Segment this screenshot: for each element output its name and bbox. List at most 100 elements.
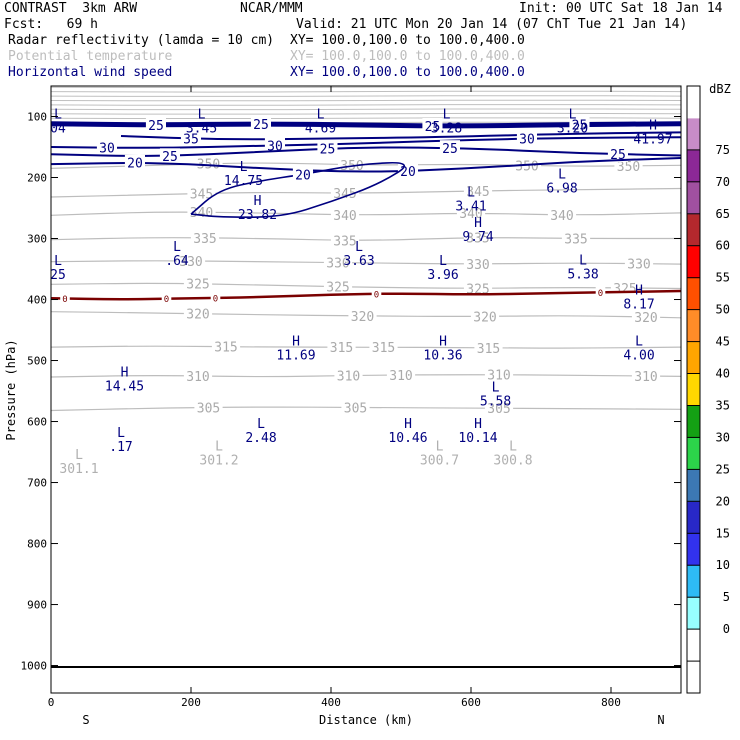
y-tick-label: 500 bbox=[27, 355, 47, 368]
x-tick-label: 400 bbox=[321, 696, 341, 709]
extremum-h: H8.17 bbox=[623, 283, 654, 312]
colorbar-label: 5 bbox=[723, 590, 730, 604]
y-tick-label: 600 bbox=[27, 416, 47, 429]
theta-contour-335 bbox=[51, 237, 681, 241]
colorbar-unit: dBZ bbox=[709, 82, 731, 96]
extremum-l: L5.58 bbox=[480, 380, 511, 409]
extremum-value: 4.69 bbox=[305, 122, 336, 137]
theta-contour-310-label: 310 bbox=[389, 369, 412, 384]
extremum-kind: L bbox=[492, 380, 500, 395]
extremum-h: H23.82 bbox=[238, 194, 277, 223]
extremum-value: 6.98 bbox=[546, 181, 577, 196]
theta-contour-340 bbox=[51, 211, 681, 216]
extremum-l: L.17 bbox=[109, 426, 132, 455]
freezing-level: 0 0 0 0 0 bbox=[51, 287, 681, 305]
theta-contour-350-label-bg bbox=[194, 156, 223, 172]
y-tick-label: 300 bbox=[27, 233, 47, 246]
extremum-value: 25 bbox=[50, 268, 66, 283]
freezing-level-label: 0 bbox=[374, 290, 379, 300]
extremum-kind: L bbox=[467, 186, 475, 201]
colorbar-label: 70 bbox=[716, 175, 730, 189]
extremum-kind: L bbox=[54, 108, 62, 123]
colorbar-label: 40 bbox=[716, 367, 730, 381]
theta-contour-330-label-bg bbox=[624, 255, 654, 272]
extremum-value: 301.1 bbox=[59, 462, 98, 477]
theta-contour-345 bbox=[51, 187, 681, 198]
wind-contour-25-label-bg bbox=[159, 148, 180, 164]
extremum-h: H10.14 bbox=[458, 417, 497, 446]
wind-contour-30-label: 30 bbox=[519, 133, 535, 148]
extremum-kind: L bbox=[439, 254, 447, 269]
freezing-level-label: 0 bbox=[164, 295, 169, 305]
colorbar-swatch bbox=[687, 245, 700, 279]
colorbar-swatch bbox=[687, 373, 700, 406]
colorbar-swatch bbox=[687, 661, 700, 694]
theta-contour-315-label: 315 bbox=[214, 341, 237, 356]
extremum-value: 9.74 bbox=[462, 230, 493, 245]
extremum-kind: L bbox=[257, 417, 265, 432]
colorbar-swatch bbox=[687, 469, 700, 502]
y-tick-label: 1000 bbox=[21, 660, 48, 673]
extremum-value: 3.96 bbox=[427, 268, 458, 283]
theta-contour-325-label: 325 bbox=[326, 281, 349, 296]
wind-contour-20-label: 20 bbox=[127, 157, 143, 172]
forecast-hour: Fcst: 69 h bbox=[4, 17, 98, 32]
colorbar-swatch bbox=[687, 181, 700, 215]
colorbar-label: 35 bbox=[716, 399, 730, 413]
theta-contour-330-label-bg bbox=[176, 253, 206, 269]
extremum-l: L5.38 bbox=[567, 253, 598, 282]
theta-contour-330-label: 330 bbox=[627, 258, 650, 273]
top-band-line bbox=[51, 117, 681, 120]
extremum-h: H41.97 bbox=[633, 119, 672, 148]
theta-contour-335-label-bg bbox=[330, 232, 360, 249]
theta-contour-335-label-bg bbox=[463, 229, 493, 246]
theta-contour-335-label: 335 bbox=[193, 232, 216, 247]
theta-contour-320-label-bg bbox=[631, 309, 661, 325]
freezing-level-label-bg bbox=[161, 293, 172, 305]
theta-contour-330-label-bg bbox=[463, 256, 493, 272]
wind-contour-35 bbox=[120, 131, 681, 141]
colorbar-swatch bbox=[687, 86, 700, 119]
extremum-value: 5.38 bbox=[567, 267, 598, 282]
top-band-line bbox=[51, 90, 681, 93]
extremum-h: H9.74 bbox=[462, 216, 493, 245]
y-tick-label: 100 bbox=[27, 111, 47, 124]
colorbar-swatch bbox=[687, 149, 700, 183]
extremum-value: 301.2 bbox=[199, 454, 238, 469]
colorbar-swatch bbox=[687, 341, 700, 374]
extremum-l: L.64 bbox=[165, 240, 189, 269]
colorbar-swatch bbox=[687, 501, 700, 534]
extremum-kind: L bbox=[215, 440, 223, 455]
axes: 0 200 400 600 800100200300400500600700800900… bbox=[21, 86, 681, 709]
theta-contour-315-label: 315 bbox=[372, 341, 395, 356]
theta-contour-335-label: 335 bbox=[466, 231, 489, 246]
extremum-value: 10.46 bbox=[388, 431, 427, 446]
extremum-value: 300.8 bbox=[493, 454, 532, 469]
theta-contour-315-label: 315 bbox=[477, 342, 500, 357]
theta-contour-340-label-bg bbox=[456, 205, 486, 221]
colorbar-label: 20 bbox=[716, 494, 730, 508]
x-axis-label: Distance (km) bbox=[319, 713, 413, 727]
theta-contour-305-label: 305 bbox=[197, 401, 220, 416]
theta-contour-310-label-bg bbox=[631, 368, 661, 384]
theta-contour-340-label: 340 bbox=[459, 207, 482, 222]
field-theta-name: Potential temperature bbox=[8, 49, 173, 64]
top-band-line bbox=[51, 108, 681, 111]
colorbar-swatch bbox=[687, 277, 700, 311]
wind-cell-20-label: 20 bbox=[295, 168, 311, 183]
theta-contour-310-label-bg bbox=[386, 367, 416, 383]
extremum-l: L4.00 bbox=[623, 335, 654, 364]
colorbar-swatch bbox=[687, 405, 700, 438]
x-end-label-north: N bbox=[657, 713, 664, 727]
top-band-line bbox=[51, 86, 681, 89]
valid-time: Valid: 21 UTC Mon 20 Jan 14 (07 ChT Tue … bbox=[296, 17, 688, 32]
wind-contour-25-label: 25 bbox=[253, 118, 269, 133]
freezing-level-line bbox=[51, 289, 681, 301]
theta-contour-315-label-bg bbox=[211, 338, 241, 355]
theta-contour-340-label-bg bbox=[330, 207, 360, 223]
freezing-level-label-bg bbox=[210, 292, 221, 304]
top-band-line bbox=[51, 103, 681, 106]
colorbar-label: 75 bbox=[716, 143, 730, 157]
